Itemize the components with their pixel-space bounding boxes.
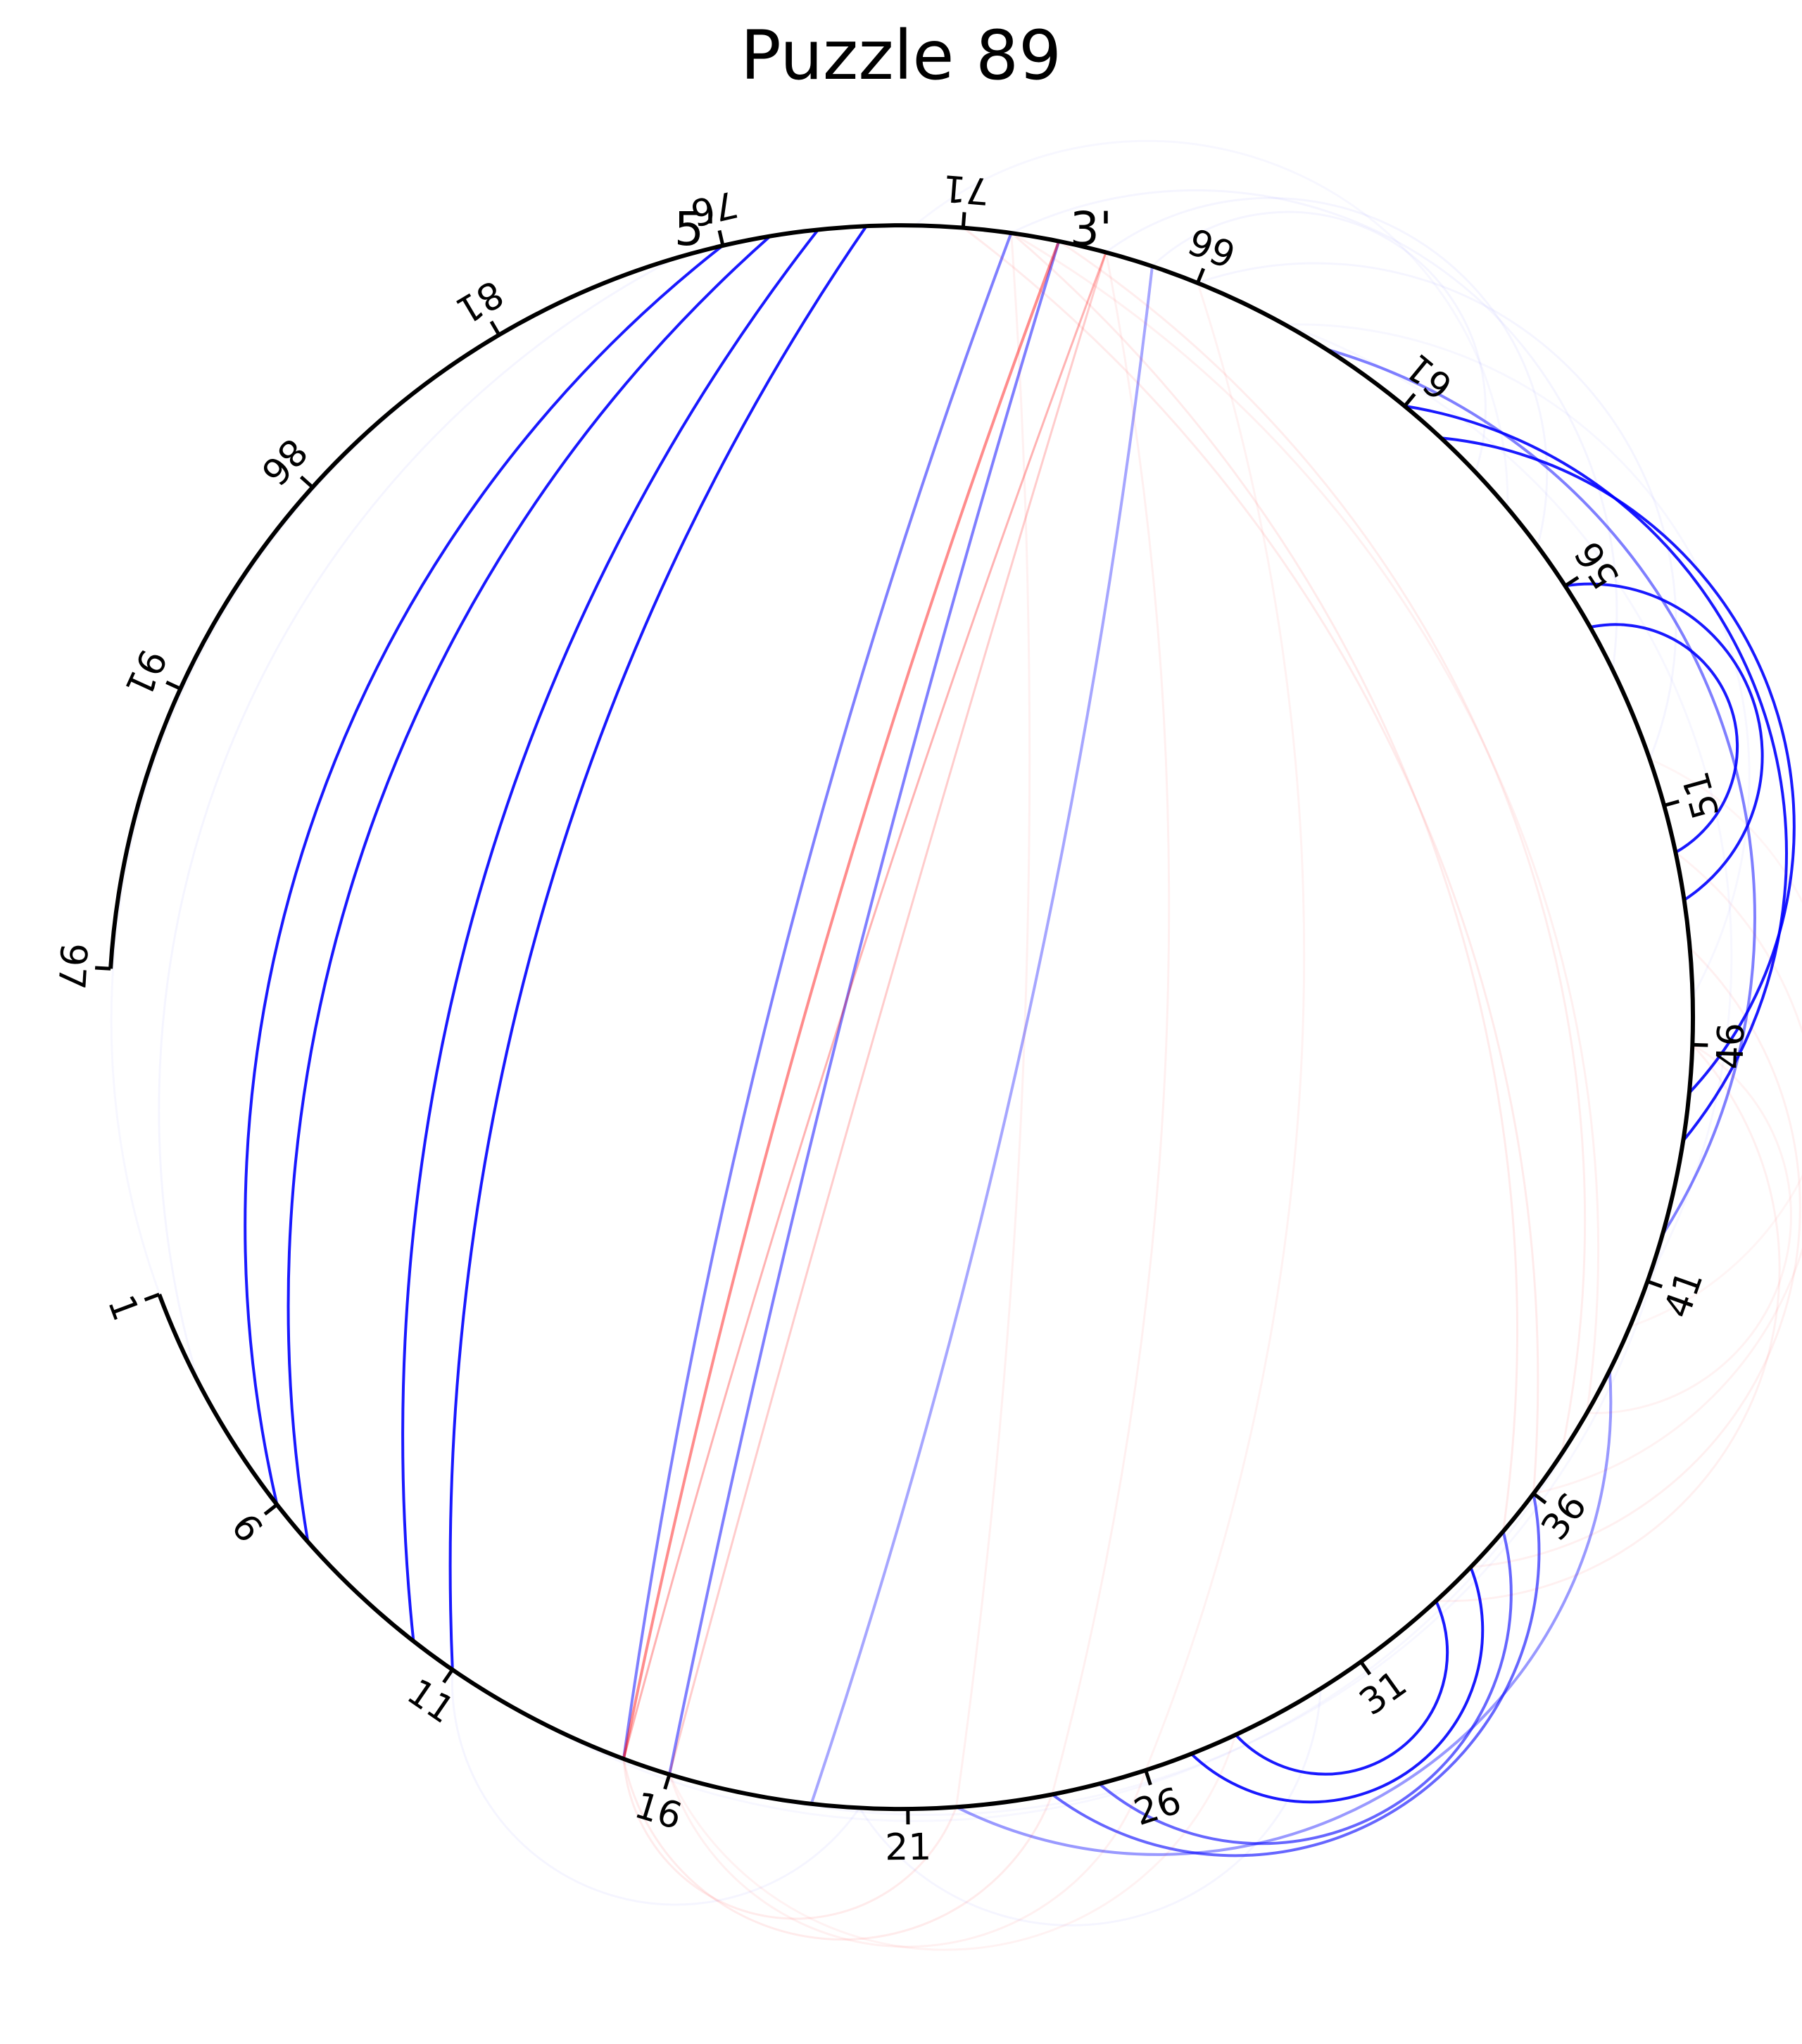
tick-label-21: 21 [885,1827,932,1869]
pair-arc-15-70 [622,232,1013,1760]
tick-label-41: 41 [1656,1266,1712,1323]
three-prime-label: 3' [1070,202,1112,256]
pair-arc-47-64 [1285,324,1749,997]
pair-arc-49-56 [1565,582,1764,902]
pair-arc-15-22 [622,1758,957,1920]
pair-arc-35-70 [1010,232,1518,1532]
pair-arc-22-70 [955,232,1031,1808]
tick-label-97: 97 [49,942,94,991]
pair-arc-10-74 [401,228,819,1641]
tick-61 [1403,393,1416,408]
tick-marks [94,212,1708,1825]
diagram-title: Puzzle 89 [741,16,1061,95]
pair-arc-19-67 [809,265,1154,1805]
pair-arc-27-34 [1190,1566,1485,1804]
tick-label-91: 91 [116,643,174,702]
tick-26 [1144,1769,1152,1786]
five-prime-label: 5' [674,202,717,256]
pair-arc-45-60 [1441,436,1796,1094]
pair-arc-16-28 [668,1734,1237,1951]
pair-arc-18-43 [764,1189,1675,1815]
pair-arc-59-67 [1151,210,1487,473]
tick-label-31: 31 [1352,1663,1415,1724]
pair-arc-15-69 [622,240,1061,1760]
tick-1 [144,1292,160,1302]
tick-97 [94,966,111,971]
tick-86 [299,475,314,489]
pair-arc-11-73 [448,225,868,1670]
pair-arc-37-69 [1058,240,1587,1455]
pair-arc-36-50 [1533,851,1802,1495]
pair-arc-16-68 [668,251,1107,1775]
tick-label-46: 46 [1709,1022,1753,1070]
pair-arc-7-75 [286,234,771,1542]
pair-arc-16-69 [668,241,1061,1775]
pair-arc-34-48 [1470,947,1801,1568]
pair-arc-57-68 [1105,196,1549,547]
pair-arc-28-33 [1234,1600,1449,1776]
tick-91 [165,681,182,690]
pair-arc-42-63 [1325,348,1756,1237]
pair-arc-6-76 [244,244,724,1506]
tick-label-66: 66 [1183,219,1242,275]
tick-76 [717,229,725,246]
pair-arc-15-24 [622,1758,1054,1941]
pair-arc-11-20 [450,1670,861,1906]
tick-11 [442,1668,454,1684]
pair-arc-36-71 [962,227,1539,1494]
pair-arc-54-70 [1010,189,1618,671]
pair-arc-3-77 [158,256,677,1383]
tick-label-71: 71 [941,166,991,212]
tick-label-61: 61 [1398,345,1461,407]
pair-arc-40-52 [1630,758,1802,1328]
tick-label-81: 81 [448,272,510,332]
tick-51 [1663,800,1680,807]
tick-31 [1359,1660,1372,1676]
tick-label-1: 1 [99,1289,147,1326]
tick-41 [1646,1280,1663,1289]
pair-arc-38-46 [1587,1044,1792,1415]
tick-81 [489,320,501,336]
pair-arc-15-68 [622,251,1107,1760]
pair-arc-52-66 [1197,262,1677,760]
pair-arc-33-46 [1435,1044,1781,1603]
tick-66 [1196,267,1206,284]
pair-arc-24-36 [1051,1493,1541,1857]
pair-arcs [158,189,1802,1951]
pair-arc-25-35 [1098,1531,1513,1846]
pair-arc-38-70 [1010,232,1600,1413]
tick-label-36: 36 [1534,1486,1596,1548]
pair-arc-24-68 [1051,252,1171,1795]
pair-arc-20-30 [858,1689,1322,1926]
tick-71 [961,212,966,228]
tick-56 [1564,576,1580,588]
tick-6 [263,1503,279,1516]
tick-36 [1532,1492,1547,1505]
pair-arc-26-66 [1145,282,1306,1771]
tick-16 [663,1774,672,1790]
tick-label-76: 76 [687,182,742,234]
pair-arc-50-55 [1589,623,1739,854]
pair-arc-16-26 [668,1769,1147,1948]
backbone-circle [108,223,1695,1812]
tick-label-6: 6 [222,1506,270,1551]
pair-arc-44-61 [1404,404,1788,1142]
pair-arc-22-39 [955,1370,1613,1856]
